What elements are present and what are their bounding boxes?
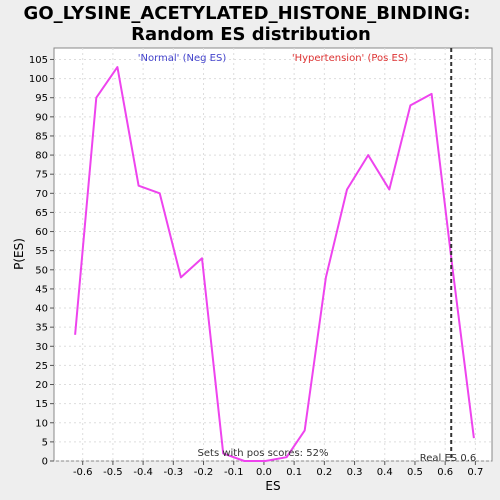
x-tick-label: 0.7 <box>467 467 483 478</box>
y-tick-label: 20 <box>35 380 48 391</box>
y-tick-label: 95 <box>35 93 48 104</box>
y-tick-label: 100 <box>29 74 48 85</box>
x-axis-label: ES <box>265 479 280 493</box>
series-group <box>74 66 475 462</box>
y-tick-label: 90 <box>35 112 48 123</box>
series-line <box>74 66 475 462</box>
x-axis: -0.6 -0.5 -0.4 -0.3 -0.2 -0.1 0.0 0.1 0.2 0.3 0.4 0… <box>73 461 483 478</box>
y-tick-label: 85 <box>35 131 48 142</box>
y-tick-label: 10 <box>35 418 48 429</box>
y-tick-label: 30 <box>35 342 48 353</box>
y-tick-label: 50 <box>35 265 48 276</box>
y-tick-label: 70 <box>35 189 48 200</box>
y-axis: 0 5 10 15 20 25 30 35 40 45 50 55 60 65 70 75 80 85 90 95 10… <box>29 55 54 468</box>
x-tick-label: -0.1 <box>224 467 244 478</box>
x-tick-label: 0.6 <box>437 467 453 478</box>
y-tick-label: 55 <box>35 246 48 257</box>
y-tick-label: 45 <box>35 284 48 295</box>
x-tick-label: -0.2 <box>194 467 214 478</box>
y-axis-label: P(ES) <box>12 238 26 270</box>
x-tick-label: 0.3 <box>347 467 363 478</box>
y-tick-label: 75 <box>35 170 48 181</box>
x-tick-label: 0.2 <box>316 467 332 478</box>
y-tick-label: 40 <box>35 304 48 315</box>
y-tick-label: 0 <box>42 457 48 468</box>
x-tick-label: -0.5 <box>103 467 123 478</box>
y-tick-label: 5 <box>42 437 48 448</box>
plot-area <box>53 47 493 462</box>
x-tick-label: 0.4 <box>377 467 393 478</box>
neg-es-label: 'Normal' (Neg ES) <box>138 53 227 64</box>
y-tick-label: 35 <box>35 323 48 334</box>
x-tick-label: -0.6 <box>73 467 93 478</box>
pos-es-label: 'Hypertension' (Pos ES) <box>292 53 408 64</box>
chart-title-line-2: Random ES distribution <box>131 24 371 45</box>
x-tick-label: -0.4 <box>133 467 153 478</box>
x-tick-label: 0.1 <box>286 467 302 478</box>
y-tick-label: 15 <box>35 399 48 410</box>
pos-scores-label: Sets with pos scores: 52% <box>198 448 329 459</box>
chart-title-line-1: GO_LYSINE_ACETYLATED_HISTONE_BINDING: <box>24 3 471 24</box>
y-tick-label: 105 <box>29 55 48 66</box>
y-tick-label: 25 <box>35 361 48 372</box>
real-es-label: Real ES 0.6 <box>420 453 476 464</box>
x-tick-label: -0.3 <box>164 467 184 478</box>
y-tick-label: 65 <box>35 208 48 219</box>
y-tick-label: 60 <box>35 227 48 238</box>
grid-lines <box>54 48 492 462</box>
y-tick-label: 80 <box>35 151 48 162</box>
x-tick-label: 0.0 <box>256 467 272 478</box>
x-tick-label: 0.5 <box>407 467 423 478</box>
